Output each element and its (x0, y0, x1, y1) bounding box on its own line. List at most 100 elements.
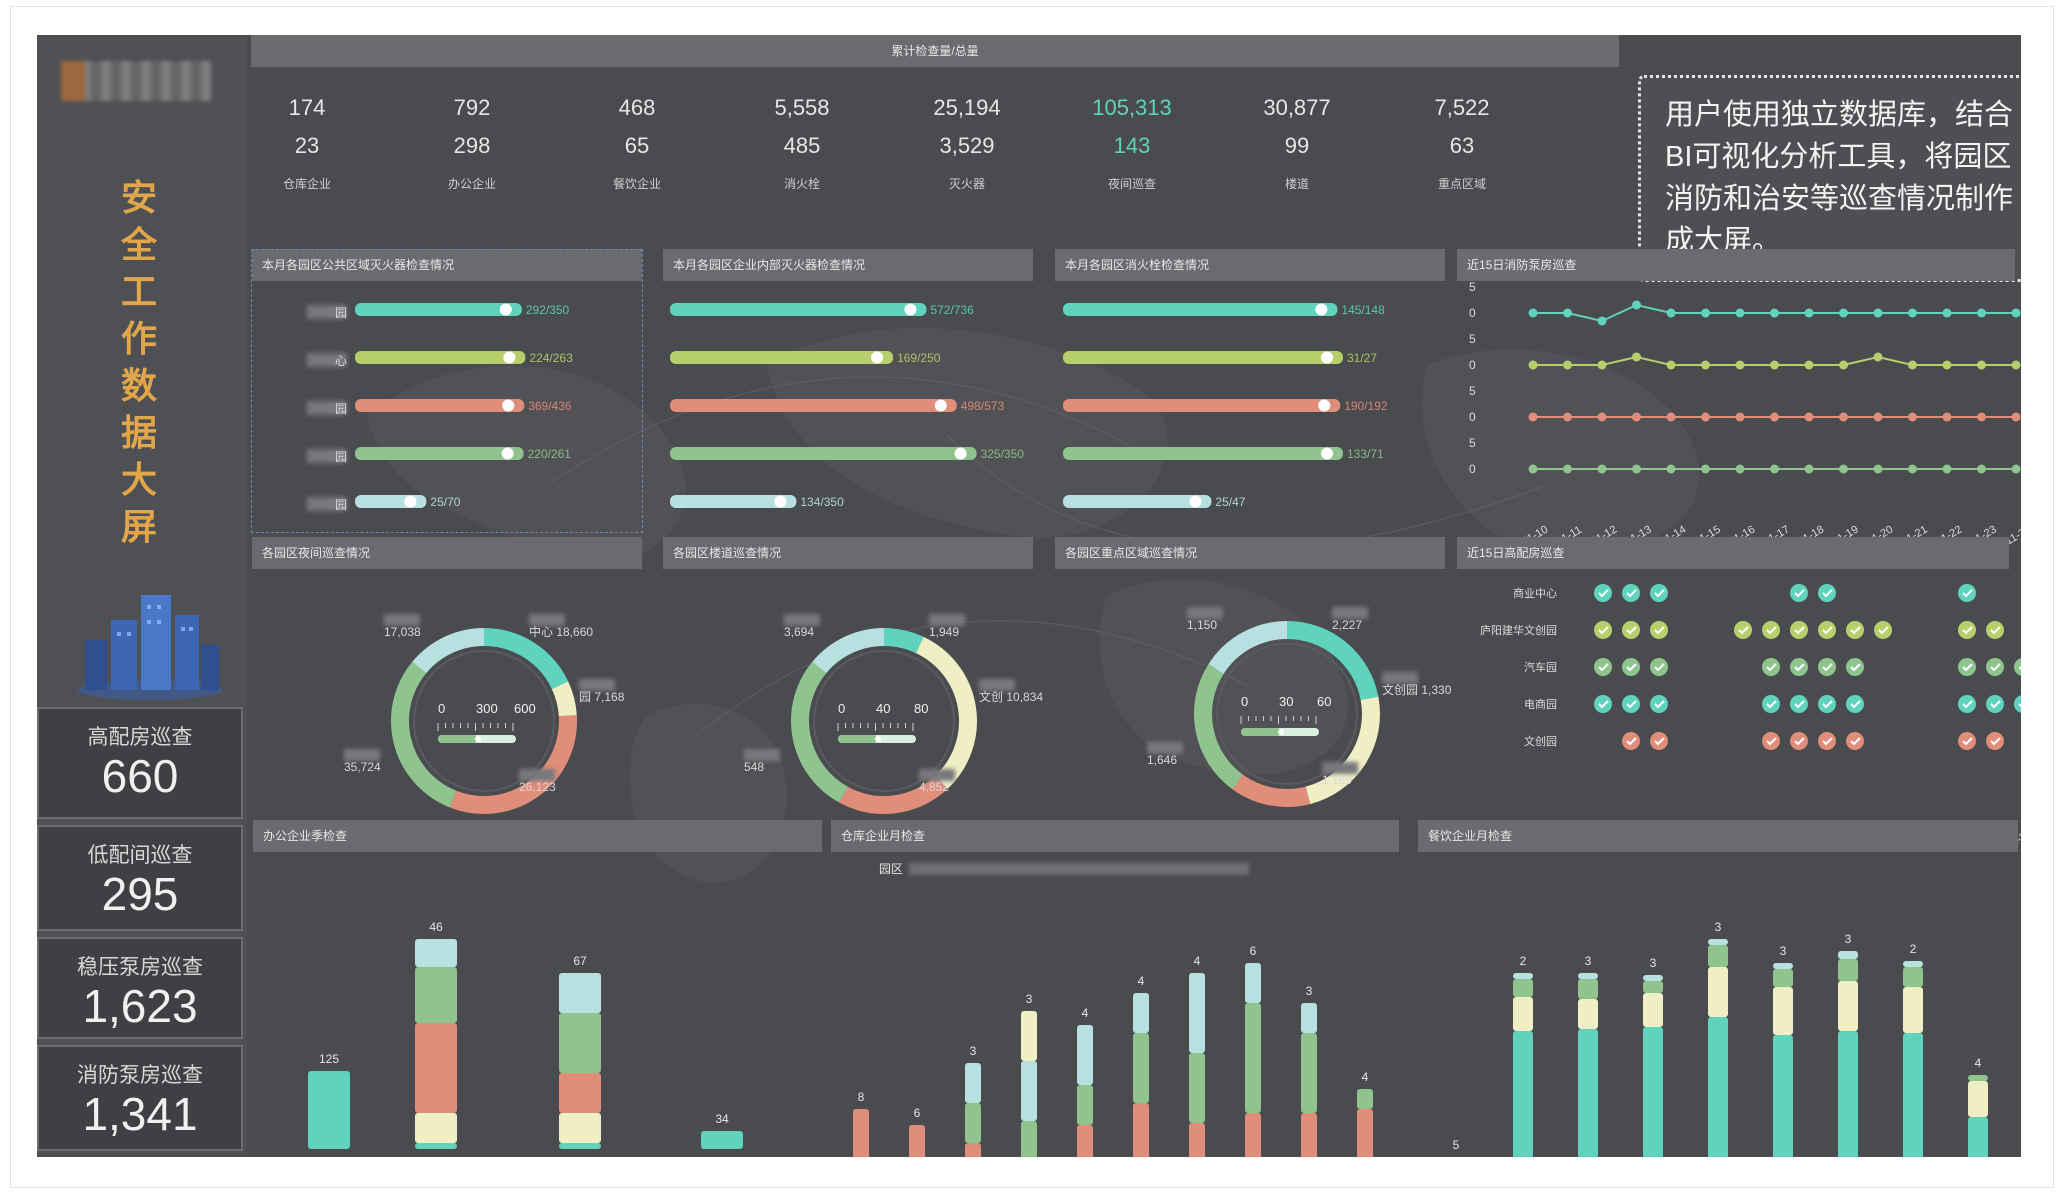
stack-segment (1578, 999, 1598, 1029)
kpi-total: 30,877 (1263, 95, 1331, 120)
bar (670, 399, 957, 412)
kpi-total: 468 (618, 95, 656, 120)
donut-segment (449, 715, 577, 814)
stack-segment (1189, 1123, 1205, 1157)
bar (670, 495, 797, 508)
series-point (1528, 464, 1538, 474)
bar (355, 303, 522, 316)
series-point (2011, 360, 2021, 370)
donut-value-label: 1,169 (1322, 773, 1352, 787)
donut-value-label: 文创园 1,330 (1382, 682, 1452, 697)
series-point (1597, 464, 1607, 474)
series-point (1666, 464, 1676, 474)
stat-label: 消防泵房巡查 (77, 1064, 203, 1087)
gauge-fill (1241, 728, 1281, 736)
check-icon (1650, 621, 1668, 639)
stack-segment (1838, 951, 1858, 959)
stack-segment (1643, 1027, 1663, 1157)
series-point (1735, 464, 1745, 474)
series-point (1977, 412, 1986, 422)
donut-segment (1305, 696, 1380, 805)
check-mark (1598, 663, 1609, 672)
panel-title-hydrant: 本月各园区消火栓检查情况 (1055, 249, 1445, 281)
bar-marker (871, 351, 884, 364)
stat-label: 低配间巡查 (87, 844, 193, 867)
series-point (1873, 464, 1883, 474)
blurred-park-name (1332, 607, 1368, 619)
bar (670, 351, 894, 364)
series-point (1839, 308, 1848, 318)
donut-value-label: 35,724 (344, 760, 381, 774)
bar-category-label: 园 (335, 450, 347, 464)
stack-segment (1301, 1113, 1317, 1157)
kpi-total: 7,522 (1434, 95, 1490, 120)
title-char: 数 (120, 365, 157, 407)
series-point (1942, 308, 1952, 318)
series-point (1735, 412, 1745, 422)
blurred-park-name (784, 614, 820, 626)
gauge-scale-label: 80 (914, 701, 928, 716)
bar-category-label: 心 (335, 354, 347, 368)
bar-marker (1318, 399, 1331, 412)
stack-segment (1708, 1017, 1728, 1157)
bar-total-label: 3 (1026, 992, 1033, 1006)
stack-segment (965, 1063, 981, 1103)
panel-title-corridor: 各园区楼道巡查情况 (663, 537, 1033, 569)
kpi-item: 792 298 办公企业 (402, 89, 542, 192)
title-char: 作 (120, 318, 157, 360)
series-point (1873, 352, 1883, 362)
bar-total-label: 125 (319, 1052, 339, 1066)
check-icon (1762, 658, 1780, 676)
series-point (1873, 308, 1883, 318)
stack-segment (559, 1073, 601, 1113)
check-icon (1958, 732, 1976, 750)
kpi-count: 3,529 (939, 133, 995, 158)
bar (355, 399, 525, 412)
stat-card-fire-pump: 消防泵房巡查 1,341 (37, 1045, 243, 1151)
check-mark (1598, 700, 1609, 709)
check-mark (1626, 589, 1637, 598)
bar-marker (1315, 303, 1328, 316)
check-icon (1650, 658, 1668, 676)
check-mark (1962, 589, 1973, 598)
donut-value-label: 548 (744, 760, 764, 774)
stat-label: 稳压泵房巡查 (77, 956, 203, 979)
series-point (1632, 352, 1641, 362)
series-point (1701, 360, 1710, 370)
stack-segment (1077, 1025, 1093, 1085)
series-point (2011, 412, 2021, 422)
series-point (1977, 360, 1986, 370)
stack-segment (1245, 963, 1261, 1003)
gauge-fill (438, 735, 478, 743)
donut-segment (1194, 664, 1244, 790)
check-mark (1766, 663, 1777, 672)
check-icon (1818, 732, 1836, 750)
stack-segment (1903, 987, 1923, 1033)
series-point (1632, 412, 1641, 422)
series-point (1528, 360, 1538, 370)
kpi-label: 灭火器 (948, 177, 985, 191)
axis-tick: 0 (1469, 462, 1476, 476)
check-icon (1818, 584, 1836, 602)
stack-segment (1773, 987, 1793, 1035)
bar-marker (954, 447, 967, 460)
kpi-total: 25,194 (933, 95, 1001, 120)
series-point (1632, 464, 1641, 474)
bar-total-label: 2 (1520, 954, 1527, 968)
bar-total-label: 6 (914, 1106, 921, 1120)
bar (355, 447, 524, 460)
donut-segment (839, 775, 948, 814)
gauge-scale-label: 40 (876, 701, 890, 716)
kpi-item: 468 65 餐饮企业 (567, 89, 707, 192)
stack-segment (308, 1071, 350, 1149)
bar-total-label: 4 (1138, 974, 1145, 988)
series-point (1701, 464, 1710, 474)
series-point (1804, 412, 1814, 422)
series-point (1908, 464, 1917, 474)
warehouse-stacked-bar-chart: 园区82020-...62020-...32020-...32020-...42… (853, 862, 1373, 1157)
donut-value-label: 园 7,168 (579, 690, 625, 704)
bar-value-label: 190/192 (1344, 399, 1388, 413)
check-mark (1962, 700, 1973, 709)
title-char: 据 (120, 412, 157, 454)
